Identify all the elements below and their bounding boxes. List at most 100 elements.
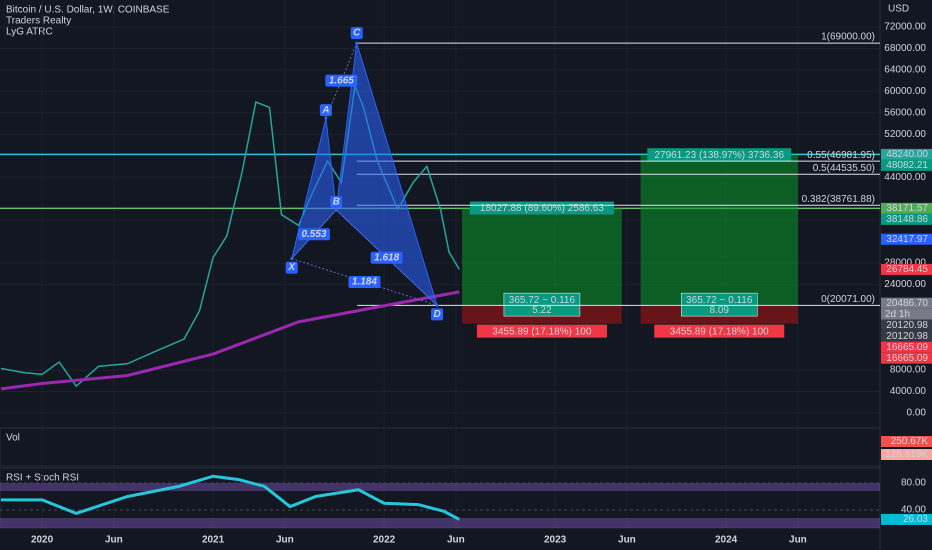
point-label: B <box>333 197 340 208</box>
price-label-box <box>881 330 932 342</box>
rsi-pane <box>0 467 881 529</box>
price-label: 48082.21 <box>886 160 928 171</box>
x-tick-label: 2020 <box>31 535 54 546</box>
rsi-band <box>0 482 880 491</box>
x-tick-label: 2021 <box>202 535 225 546</box>
point-label: D <box>433 309 440 320</box>
currency: USD <box>888 4 909 15</box>
indicator-name: LyG ATRC <box>6 27 53 38</box>
rsi-label: 26.03 <box>903 514 928 525</box>
ratio-label: 1.665 <box>329 75 354 86</box>
price-label: 20120.98 <box>886 331 928 342</box>
rsi-tick-label: 80.00 <box>901 478 926 489</box>
y-tick-label: 44000.00 <box>884 172 926 183</box>
rsi-band <box>0 518 880 528</box>
point-badge <box>319 104 332 117</box>
stop-label: 3455.89 (17.18%) 100 <box>492 326 591 337</box>
volume-title: Vol <box>6 433 20 444</box>
y-tick-label: 4000.00 <box>890 386 927 397</box>
price-label-box <box>881 148 932 160</box>
y-tick-label: 60000.00 <box>884 86 926 97</box>
price-label: 48240.00 <box>886 149 928 160</box>
label-box <box>647 148 792 162</box>
price-label: 38148.86 <box>886 214 928 225</box>
x-tick-label: Jun <box>618 535 636 546</box>
price-label-box <box>881 319 932 331</box>
moving-average <box>0 290 460 391</box>
point-badge <box>285 261 298 274</box>
price-label: 20120.98 <box>886 320 928 331</box>
price-label: 32417.97 <box>886 234 928 245</box>
target-label: 27961.23 (138.97%) 3736.36 <box>654 150 784 161</box>
price-label-box <box>881 263 932 275</box>
x-tick-label: Jun <box>789 535 807 546</box>
indicator-name: Traders Realty <box>6 16 71 27</box>
countdown: 2d 1h <box>885 309 910 320</box>
fib-label: 0.382(38761.88) <box>802 194 875 205</box>
target-label: 18027.88 (89.60%) 2586.63 <box>480 203 604 214</box>
stop-label: 3455.89 (17.18%) 100 <box>670 326 769 337</box>
x-tick-label: Jun <box>447 535 465 546</box>
price-label-box <box>881 202 932 214</box>
ratio-label: 0.553 <box>301 229 326 240</box>
price-label: 26784.45 <box>886 264 928 275</box>
target-zone <box>462 208 622 306</box>
countdown-box <box>881 308 932 320</box>
fib-label: 0.5(44535.50) <box>813 163 875 174</box>
x-tick-label: 2024 <box>715 535 738 546</box>
price-label-box <box>881 233 932 245</box>
label-box <box>476 324 607 338</box>
volume-label: 128.819K <box>885 449 928 460</box>
volume-pane <box>0 427 881 467</box>
rsi-tick-label: 40.00 <box>901 505 926 516</box>
y-tick-label: 8000.00 <box>890 365 927 376</box>
mid-label: 365.72 ~ 0.116 <box>686 295 753 306</box>
point-label: A <box>321 105 329 116</box>
rsi-label-box <box>881 513 932 525</box>
x-tick-label: 2022 <box>373 535 396 546</box>
y-tick-label: 56000.00 <box>884 107 926 118</box>
point-label: C <box>353 28 361 39</box>
price-label-box <box>881 352 932 364</box>
price-label-box <box>881 159 932 171</box>
y-tick-label: 72000.00 <box>884 22 926 33</box>
ratio-badge <box>325 74 358 87</box>
target-zone <box>640 155 798 306</box>
ratio-label: 1.184 <box>352 277 377 288</box>
price-label-box <box>881 297 932 309</box>
x-tick-label: Jun <box>105 535 123 546</box>
ratio-badge <box>297 228 330 241</box>
label-box <box>681 292 758 317</box>
volume-label-box <box>881 436 932 447</box>
chart-title: Bitcoin / U.S. Dollar, 1W, COINBASE <box>6 5 170 16</box>
point-badge <box>431 308 444 321</box>
x-tick-label: Jun <box>276 535 294 546</box>
x-tick-label: 2023 <box>544 535 567 546</box>
fib-label: 0(20071.00) <box>821 294 875 305</box>
label-box <box>503 292 581 317</box>
price-label-box <box>881 341 932 353</box>
mid-label: 8.09 <box>710 305 730 316</box>
fib-label: 0.55(46981.95) <box>807 150 875 161</box>
volume-label: 250.67K <box>891 436 929 447</box>
ratio-badge <box>348 275 381 288</box>
price-label: 16665.09 <box>886 342 928 353</box>
y-tick-label: 64000.00 <box>884 65 926 76</box>
y-tick-label: 28000.00 <box>884 258 926 269</box>
rsi-line <box>1 474 461 521</box>
y-tick-label: 24000.00 <box>884 279 926 290</box>
price-label: 16665.09 <box>886 353 928 364</box>
point-badge <box>350 27 363 40</box>
y-tick-label: 0.00 <box>907 408 927 419</box>
mid-label: 365.72 ~ 0.116 <box>509 295 576 306</box>
point-label: X <box>287 262 296 273</box>
ratio-label: 1.618 <box>374 252 399 263</box>
ratio-badge <box>370 251 403 264</box>
price-label-box <box>881 213 932 225</box>
price-label: 38171.57 <box>886 203 928 214</box>
y-tick-label: 68000.00 <box>884 43 926 54</box>
mid-label: 5.22 <box>532 305 552 316</box>
fib-label: 1(69000.00) <box>821 32 875 43</box>
y-tick-label: 52000.00 <box>884 129 926 140</box>
